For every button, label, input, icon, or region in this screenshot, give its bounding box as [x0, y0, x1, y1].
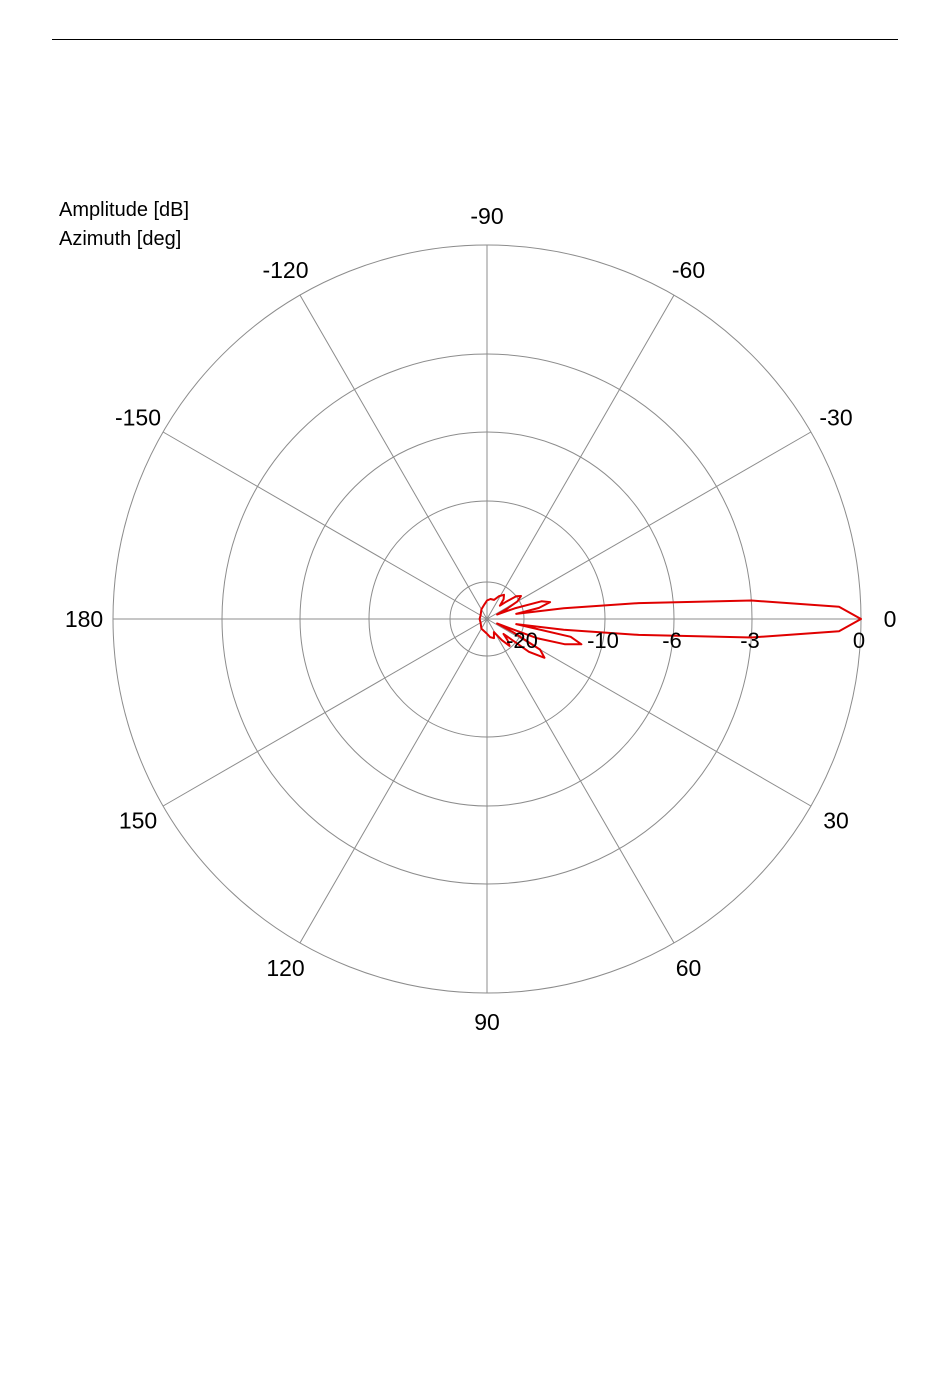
- grid-spoke: [162, 431, 488, 620]
- amplitude-axis-label: Amplitude [dB]: [59, 199, 189, 221]
- amplitude-tick-label: -6: [662, 628, 682, 653]
- grid-spoke: [486, 431, 812, 620]
- amplitude-tick-labels: -20 -10 -6 -3 0: [506, 628, 865, 653]
- pattern-curve: [478, 593, 862, 659]
- top-rule: [52, 39, 898, 40]
- azimuth-tick-label: -60: [672, 257, 705, 283]
- azimuth-tick-label: -120: [262, 257, 308, 283]
- grid-spoke: [162, 618, 488, 807]
- grid-spoke: [486, 294, 675, 620]
- azimuth-tick-label: -30: [819, 405, 852, 431]
- azimuth-axis-label: Azimuth [deg]: [59, 228, 181, 250]
- azimuth-tick-label: 0: [884, 606, 897, 632]
- azimuth-tick-label: 180: [65, 606, 103, 632]
- radiation-pattern: [478, 593, 862, 659]
- azimuth-tick-label: 60: [676, 955, 702, 981]
- azimuth-tick-label: 150: [119, 808, 157, 834]
- amplitude-tick-label: -20: [506, 628, 538, 653]
- azimuth-tick-label: 120: [266, 955, 304, 981]
- grid-spoke: [299, 294, 488, 620]
- polar-grid: [112, 244, 862, 994]
- grid-spoke: [486, 618, 675, 944]
- azimuth-tick-label: 90: [474, 1009, 500, 1035]
- amplitude-tick-label: 0: [853, 628, 865, 653]
- amplitude-tick-label: -10: [587, 628, 619, 653]
- azimuth-tick-label: -90: [470, 203, 503, 229]
- amplitude-tick-label: -3: [740, 628, 760, 653]
- azimuth-tick-label: 30: [823, 808, 849, 834]
- azimuth-tick-label: -150: [115, 405, 161, 431]
- grid-spoke: [299, 618, 488, 944]
